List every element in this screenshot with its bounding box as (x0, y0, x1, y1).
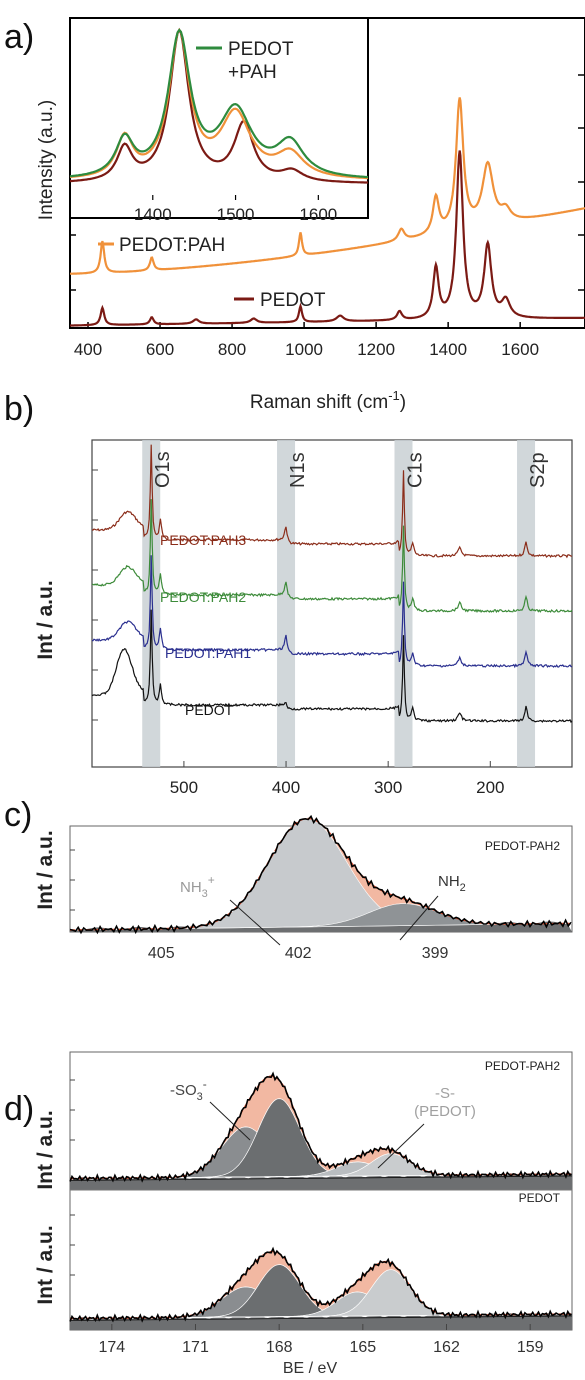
x-tick-label: 1200 (357, 340, 395, 359)
inset-series-pedot-plus-pah (69, 28, 369, 179)
d-bottom-component-1 (69, 1264, 573, 1319)
band-label-n1s: N1s (287, 452, 309, 488)
x-tick-label: 168 (266, 1339, 293, 1356)
d-bottom-raw-data-line (69, 1246, 573, 1323)
x-tick-label: 399 (422, 945, 449, 962)
background-area (70, 921, 572, 932)
panel-a-inset-frame (69, 17, 369, 219)
panel-a-series (70, 97, 585, 327)
x-tick-label: 174 (98, 1339, 125, 1356)
panel-a-inset-ticks: 1400 1500 1600 (134, 195, 337, 224)
panel-b-frame (91, 439, 573, 768)
inset-legend-line1: PEDOT (228, 39, 294, 60)
series-pedot (91, 609, 573, 724)
x-tick-label: 1600 (501, 340, 539, 359)
panel-d-s-label-2: (PEDOT) (414, 1103, 476, 1120)
panel-c-ticks: 405 402 399 (70, 849, 449, 962)
x-tick-label: 402 (285, 945, 312, 962)
series-pedot-line (70, 150, 585, 327)
panel-a-y-axis-label: Intensity (a.u.) (36, 100, 57, 220)
series-pedot-pah2 (91, 499, 573, 614)
legend-label-pedot: PEDOT (260, 290, 326, 311)
d-top-component-1 (69, 1098, 573, 1179)
panel-d-bottom-title: PEDOT (519, 1191, 561, 1205)
panel-c-plot (69, 814, 573, 935)
x-tick-label: 405 (148, 945, 175, 962)
band-s2p (517, 440, 536, 767)
panel-d-top-y-axis-label: Int / a.u. (34, 1110, 57, 1189)
series-label-pedot-pah1: PEDOT:PAH1 (165, 645, 251, 661)
inset-x-tick-label: 1500 (217, 205, 255, 224)
panel-d-ticks: 174 171 168 165 162 159 (70, 1079, 544, 1356)
panel-b-bands: O1s N1s C1s S2p (142, 440, 549, 767)
panel-label-d: d) (4, 1090, 34, 1128)
band-n1s (277, 440, 296, 767)
panel-c-nh2-label: NH2 (438, 873, 466, 894)
series-label-pedot: PEDOT (185, 702, 234, 718)
x-tick-label: 800 (218, 340, 246, 359)
series-label-pedot-pah2: PEDOT:PAH2 (160, 589, 246, 605)
panel-d-frame (69, 1051, 573, 1331)
raw-data-line (69, 814, 572, 935)
panel-d-x-axis-label: BE / eV (283, 1360, 338, 1377)
x-tick-label: 165 (349, 1339, 376, 1356)
panel-c-nh2-pointer (399, 895, 439, 941)
series-pedot-pah3 (91, 444, 573, 559)
panel-c-nh3-label: NH3+ (180, 873, 215, 900)
d-top-raw-data-line (69, 1071, 573, 1183)
panel-label-c: c) (4, 796, 32, 834)
series-label-pedot-pah3: PEDOT:PAH3 (160, 532, 246, 548)
panel-d-s-pointer (377, 1123, 425, 1169)
inset-legend-line2: +PAH (228, 62, 277, 83)
x-tick-label: 400 (74, 340, 102, 359)
inset-series-pedot (69, 27, 368, 184)
series-pedot-pah-line (70, 97, 585, 275)
x-tick-label: 200 (476, 778, 504, 797)
x-tick-label: 159 (517, 1339, 544, 1356)
inset-x-tick-label: 1400 (134, 205, 172, 224)
band-label-c1s: C1s (404, 452, 426, 488)
panel-label-b: b) (4, 390, 34, 428)
band-label-o1s: O1s (152, 451, 174, 488)
panel-a-x-axis-label: Raman shift (cm-1) (250, 388, 406, 413)
panel-label-a: a) (4, 18, 34, 56)
panel-d-so3-pointer (209, 1101, 251, 1141)
d-top-baseline (69, 1175, 573, 1181)
peak-nh3 (69, 818, 573, 931)
inset-x-tick-label: 1600 (299, 205, 337, 224)
panel-d-bottom-y-axis-label: Int / a.u. (34, 1225, 57, 1304)
panel-b-series: PEDOT:PAH3 PEDOT:PAH2 PEDOT:PAH1 PEDOT (91, 444, 573, 724)
band-o1s (142, 440, 161, 767)
panel-d-s-label: -S- (435, 1085, 455, 1102)
x-tick-label: 600 (146, 340, 174, 359)
panel-c-nh3-pointer (229, 899, 281, 946)
x-tick-label: 400 (272, 778, 300, 797)
x-tick-label: 300 (374, 778, 402, 797)
legend-label-pedot-pah: PEDOT:PAH (119, 235, 225, 256)
series-pedot-pah1 (92, 555, 573, 669)
x-tick-label: 500 (170, 778, 198, 797)
panel-b-ticks: 500 400 300 200 (92, 469, 504, 797)
panel-d-top-title: PEDOT-PAH2 (485, 1059, 560, 1073)
panel-b-y-axis-label: Int / a.u. (34, 580, 57, 659)
panel-d-plot (69, 1071, 573, 1330)
x-tick-label: 162 (433, 1339, 460, 1356)
d-bottom-envelope-fill (70, 1251, 572, 1319)
panel-c-y-axis-label: Int / a.u. (34, 830, 57, 909)
d-bottom-baseline (69, 1315, 573, 1321)
x-tick-label: 1000 (285, 340, 323, 359)
panel-c-title: PEDOT-PAH2 (485, 839, 560, 853)
x-tick-label: 171 (182, 1339, 209, 1356)
band-label-s2p: S2p (527, 452, 549, 488)
panel-a-x-ticks: 400 600 800 1000 1200 1400 1600 (70, 74, 585, 359)
x-tick-label: 1400 (429, 340, 467, 359)
panel-d-so3-label: -SO3- (170, 1077, 207, 1103)
panel-a-inset-series (69, 27, 369, 184)
